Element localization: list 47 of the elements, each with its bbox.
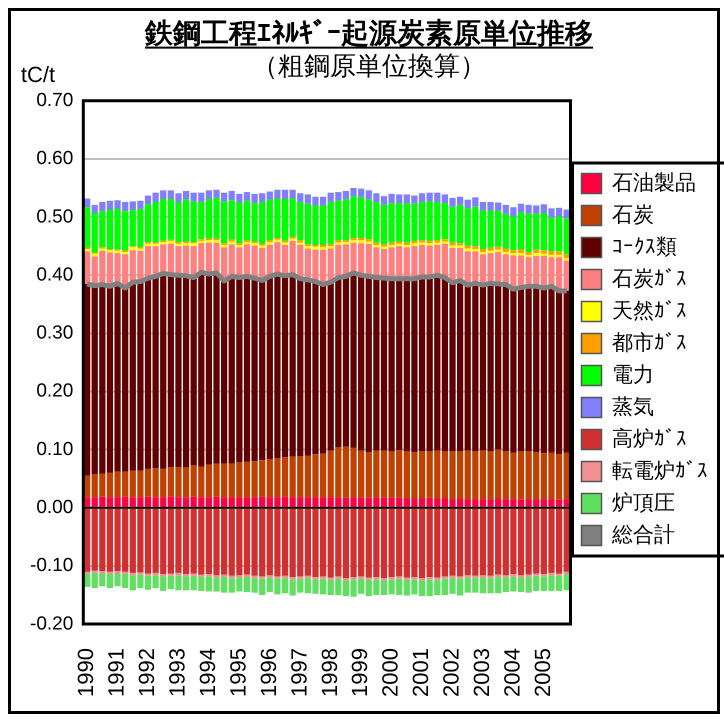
bar xyxy=(297,240,304,243)
y-axis-title: tC/t xyxy=(20,62,56,87)
x-tick-label: 1997 xyxy=(286,648,312,698)
legend-label: 高炉ｶﾞｽ xyxy=(612,427,687,450)
y-tick-label: 0.60 xyxy=(36,148,74,170)
bar xyxy=(236,244,242,248)
x-tick-label: 2003 xyxy=(469,648,494,698)
x-tick-label: 1990 xyxy=(73,648,98,698)
legend-label: 都市ｶﾞｽ xyxy=(612,331,687,354)
chart-subtitle: （粗鋼原単位換算） xyxy=(252,50,486,80)
x-tick-label: 1992 xyxy=(134,648,160,698)
legend-label: 石炭ｶﾞｽ xyxy=(612,267,687,290)
x-tick-label: 2000 xyxy=(378,648,403,698)
x-tick-label: 1999 xyxy=(347,648,372,698)
x-tick-label: 2004 xyxy=(499,648,524,698)
legend-label: 電力 xyxy=(612,363,654,386)
y-tick-label: -0.10 xyxy=(30,555,74,576)
bar xyxy=(92,254,98,257)
x-tick-label: 1995 xyxy=(225,648,250,698)
legend-label: 転電炉ｶﾞｽ xyxy=(612,459,708,482)
bar xyxy=(221,244,228,248)
y-tick-label: 0.70 xyxy=(36,90,74,112)
y-tick-label: 0.40 xyxy=(36,264,74,286)
x-tick-label: 2005 xyxy=(530,648,555,698)
bar xyxy=(266,242,273,245)
x-tick-label: 2001 xyxy=(408,648,434,698)
x-tick-label: 1998 xyxy=(316,648,342,698)
y-tick-label: 0.50 xyxy=(36,206,74,228)
y-tick-label: 0.30 xyxy=(36,322,74,344)
y-tick-label: 0.10 xyxy=(36,438,74,460)
legend-label: 蒸気 xyxy=(612,395,654,418)
x-tick-label: 1991 xyxy=(104,648,129,698)
legend-label: 炉頂圧 xyxy=(612,491,675,514)
legend-label: 天然ｶﾞｽ xyxy=(612,299,687,322)
legend-label: 総合計 xyxy=(611,523,675,546)
y-tick-label: 0.00 xyxy=(36,497,74,518)
legend-label: 石炭 xyxy=(612,203,654,226)
chart-title: 鉄鋼工程ｴﾈﾙｷﾞｰ起源炭素原単位推移 xyxy=(144,18,593,49)
y-tick-label: -0.20 xyxy=(30,613,74,634)
x-tick-label: 1996 xyxy=(256,648,281,698)
y-tick-label: 0.20 xyxy=(36,380,74,402)
legend-label: ｺｰｸｽ類 xyxy=(612,235,677,258)
legend-label: 石油製品 xyxy=(612,171,696,194)
x-tick-label: 1993 xyxy=(164,648,190,698)
x-tick-label: 2002 xyxy=(438,648,464,698)
x-tick-label: 1994 xyxy=(194,648,220,698)
bar xyxy=(228,242,235,244)
